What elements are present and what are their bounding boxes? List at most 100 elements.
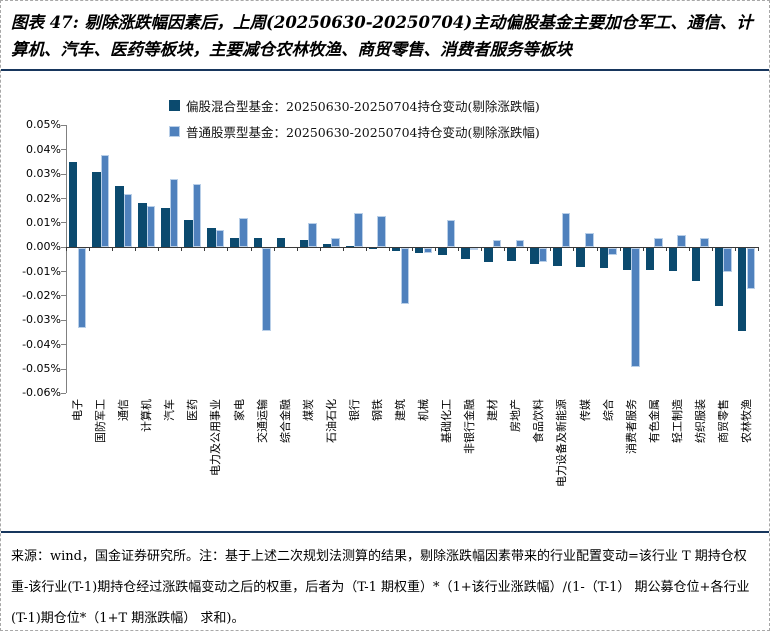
bar-equity-纺织服装	[700, 237, 709, 248]
legend-swatch-light-icon	[169, 125, 180, 137]
y-axis-tick	[61, 246, 66, 248]
bar-equity-汽车	[169, 179, 179, 248]
y-axis-tick	[61, 149, 66, 151]
x-axis-category-label: 商贸零售	[716, 399, 730, 444]
bar-hybrid-建材	[484, 247, 493, 263]
bar-equity-机械	[423, 247, 433, 253]
x-axis-tick	[250, 247, 252, 252]
x-axis-tick	[758, 247, 759, 252]
x-axis-tick	[711, 247, 713, 252]
y-axis-tick-label: 0.04%	[26, 142, 61, 156]
title-separator-rule	[1, 69, 769, 72]
x-axis-tick	[319, 247, 321, 252]
x-axis-category-label: 建筑	[394, 399, 407, 422]
x-axis-category-label: 银行	[347, 399, 361, 422]
bar-hybrid-传媒	[576, 247, 585, 268]
bar-equity-电子	[77, 247, 87, 329]
legend-label-equity-fund: 普通股票型基金：20250630-20250704持仓变动(剔除涨跌幅)	[186, 124, 540, 140]
y-axis-tick-label: 0.01%	[26, 215, 61, 229]
bar-equity-银行	[354, 213, 363, 248]
y-axis-tick-label: -0.03%	[22, 313, 61, 327]
bar-hybrid-通信	[115, 186, 124, 248]
bar-hybrid-煤炭	[299, 239, 309, 248]
bar-hybrid-房地产	[507, 247, 516, 262]
bar-equity-商贸零售	[723, 247, 732, 273]
x-axis-category-label: 家电	[232, 399, 246, 422]
bar-hybrid-农林牧渔	[737, 247, 747, 331]
y-axis-tick-label: 0.02%	[26, 191, 61, 205]
x-axis-category-label: 汽车	[163, 399, 177, 422]
x-axis-category-label: 通信	[117, 399, 131, 422]
x-axis-tick	[596, 247, 598, 252]
bar-hybrid-电力及公用事业	[207, 227, 216, 248]
x-axis-category-label: 国防军工	[94, 399, 108, 444]
x-axis-tick	[688, 247, 690, 252]
bar-hybrid-商贸零售	[714, 247, 724, 307]
x-axis-category-label: 机械	[417, 399, 430, 422]
x-axis-category-label: 交通运输	[255, 399, 269, 444]
bar-equity-电力及公用事业	[215, 230, 225, 248]
legend-item-equity-fund: 普通股票型基金：20250630-20250704持仓变动(剔除涨跌幅)	[169, 118, 540, 144]
bar-equity-通信	[123, 193, 133, 248]
x-axis-tick	[66, 247, 67, 252]
x-axis-category-label: 电力及公用事业	[209, 399, 223, 477]
bar-hybrid-交通运输	[253, 237, 263, 248]
bar-hybrid-非银行金融	[461, 247, 470, 259]
bar-equity-交通运输	[262, 247, 271, 331]
x-axis-category-label: 非银行金融	[463, 399, 477, 455]
x-axis-tick	[550, 247, 552, 252]
y-axis-tick-label: -0.01%	[22, 264, 61, 278]
bar-equity-传媒	[585, 232, 594, 248]
legend-item-hybrid-fund: 偏股混合型基金：20250630-20250704持仓变动(剔除涨跌幅)	[169, 92, 540, 118]
y-axis-tick	[61, 271, 66, 273]
footer-separator-rule	[1, 531, 769, 534]
bar-hybrid-食品饮料	[530, 247, 539, 264]
bar-hybrid-银行	[345, 246, 355, 248]
x-axis-category-label: 计算机	[140, 399, 154, 433]
x-axis-tick	[135, 247, 137, 252]
x-axis-tick	[342, 247, 344, 252]
x-axis-category-label: 电力设备及新能源	[555, 399, 569, 488]
bar-equity-食品饮料	[538, 247, 548, 263]
bar-equity-非银行金融	[469, 247, 479, 251]
bar-hybrid-医药	[184, 220, 193, 248]
y-axis-tick	[61, 222, 66, 224]
y-axis-tick-label: 0.05%	[26, 118, 61, 132]
x-axis-tick	[89, 247, 91, 252]
bar-equity-有色金属	[654, 237, 663, 248]
bar-hybrid-建筑	[391, 247, 401, 252]
x-axis-tick	[527, 247, 529, 252]
bar-equity-房地产	[515, 239, 525, 248]
y-axis-tick	[61, 344, 66, 346]
y-axis-tick	[61, 319, 66, 321]
x-axis-category-label: 房地产	[509, 399, 523, 433]
bar-equity-电力设备及新能源	[561, 213, 571, 248]
y-axis-tick	[61, 392, 66, 394]
bar-equity-钢铁	[377, 215, 386, 248]
bar-equity-综合	[608, 247, 617, 256]
y-axis-tick-label: -0.06%	[22, 386, 61, 400]
x-axis-category-label: 纺织服装	[693, 399, 707, 444]
bar-hybrid-机械	[414, 247, 424, 253]
bar-equity-石油石化	[331, 237, 340, 248]
x-axis-tick	[481, 247, 483, 252]
x-axis-category-label: 消费者服务	[624, 399, 638, 455]
x-axis-tick	[734, 247, 736, 252]
bar-equity-农林牧渔	[746, 247, 756, 290]
bar-hybrid-钢铁	[368, 247, 378, 249]
bar-equity-消费者服务	[631, 247, 640, 368]
x-axis-tick	[112, 247, 114, 252]
bar-hybrid-国防军工	[92, 171, 101, 248]
x-axis-category-label: 综合金融	[278, 399, 292, 444]
x-axis-category-label: 电子	[71, 399, 84, 422]
bar-hybrid-电子	[68, 161, 78, 248]
x-axis-category-label: 传媒	[578, 399, 592, 422]
bar-chart: 偏股混合型基金：20250630-20250704持仓变动(剔除涨跌幅) 普通股…	[1, 71, 769, 531]
x-axis-tick	[412, 247, 413, 252]
x-axis-tick	[365, 247, 367, 252]
bar-hybrid-石油石化	[322, 243, 332, 248]
bar-hybrid-有色金属	[645, 247, 655, 270]
bar-equity-医药	[192, 183, 202, 248]
y-axis-tick	[61, 124, 66, 126]
x-axis-category-label: 食品饮料	[532, 399, 546, 444]
